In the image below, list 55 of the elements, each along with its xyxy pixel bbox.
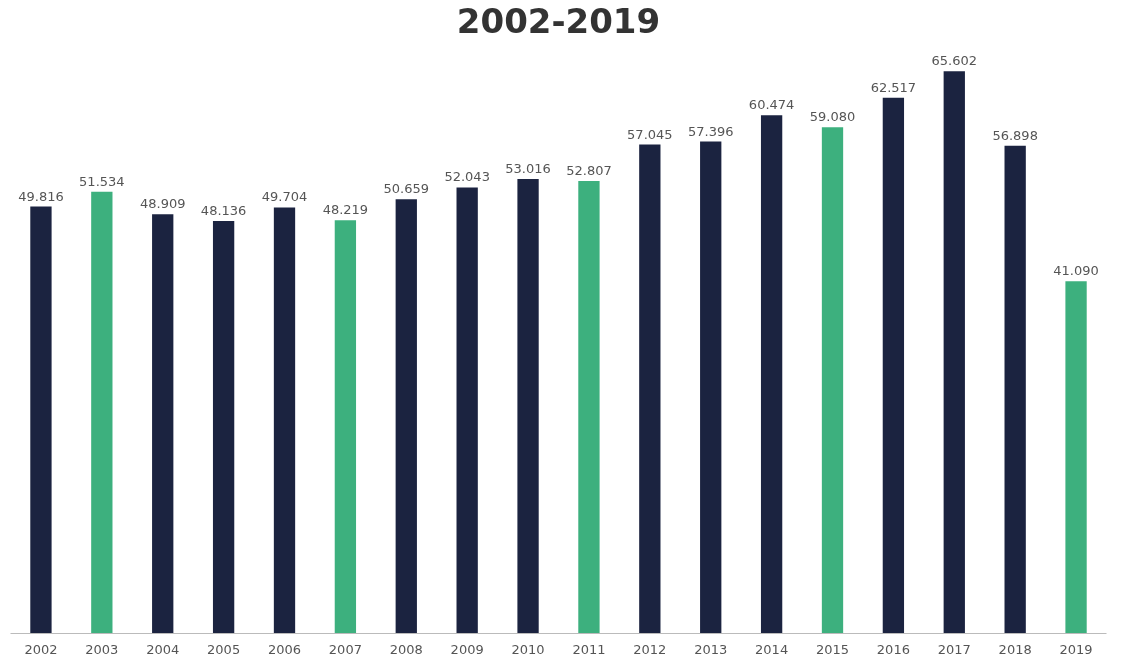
data-label: 52.043 [444, 169, 490, 185]
chart-title: 2002-2019 [456, 0, 661, 41]
bar [212, 220, 235, 634]
bar [578, 180, 600, 634]
x-tick-label: 2010 [511, 641, 545, 657]
data-label: 51.534 [79, 173, 125, 189]
x-tick-label: 2012 [633, 641, 667, 657]
bar [395, 199, 417, 634]
x-tick-label: 2017 [937, 641, 971, 657]
data-label: 49.816 [18, 188, 64, 204]
data-label: 52.807 [566, 162, 612, 178]
data-label: 49.704 [261, 189, 308, 205]
bar [91, 191, 113, 634]
bar [456, 187, 478, 634]
bar [1065, 281, 1087, 634]
data-label: 50.659 [383, 181, 430, 197]
bar [1004, 145, 1026, 634]
bar [882, 97, 905, 634]
data-label: 59.080 [809, 109, 856, 125]
x-tick-label: 2011 [572, 641, 606, 657]
data-label: 62.517 [870, 79, 917, 95]
data-label: 56.898 [992, 127, 1038, 143]
data-label: 57.396 [687, 123, 734, 139]
data-label: 48.136 [200, 202, 247, 218]
data-label: 41.090 [1053, 263, 1099, 279]
x-tick-label: 2004 [146, 641, 180, 657]
x-tick-label: 2003 [85, 641, 119, 657]
bar [943, 71, 965, 634]
bar [700, 141, 722, 634]
x-tick-label: 2009 [450, 641, 484, 657]
x-tick-label: 2006 [267, 641, 302, 657]
x-tick-label: 2019 [1059, 641, 1093, 657]
data-label: 57.045 [627, 126, 673, 142]
x-tick-label: 2005 [207, 641, 241, 657]
data-label: 65.602 [931, 53, 978, 69]
bar [273, 207, 296, 634]
x-tick-label: 2014 [755, 641, 789, 657]
bar [334, 220, 357, 634]
data-label: 48.219 [322, 202, 369, 218]
bar [760, 115, 783, 634]
bar [517, 179, 539, 634]
data-label: 48.909 [139, 196, 186, 212]
data-label: 60.474 [748, 97, 795, 113]
x-tick-label: 2002 [24, 641, 58, 657]
x-tick-label: 2016 [876, 641, 910, 657]
bar [152, 214, 174, 634]
bar [821, 127, 844, 634]
x-tick-label: 2008 [389, 641, 423, 657]
x-tick-label: 2013 [694, 641, 728, 657]
x-tick-label: 2015 [815, 641, 850, 657]
bar [30, 206, 52, 634]
data-label: 53.016 [505, 161, 551, 177]
x-tick-label: 2018 [998, 641, 1032, 657]
bar [639, 144, 661, 634]
x-tick-label: 2007 [328, 641, 362, 657]
